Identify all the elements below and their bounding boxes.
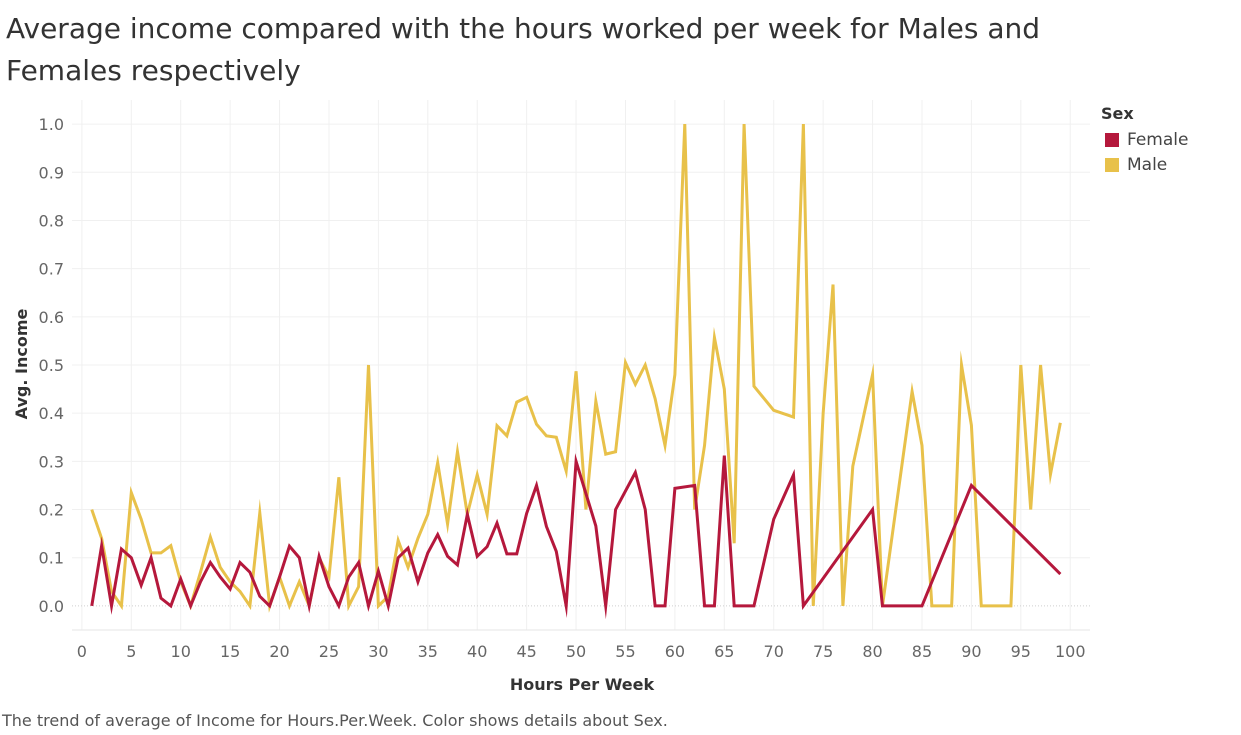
y-tick-label: 0.4 <box>39 404 64 423</box>
legend-label-female: Female <box>1127 129 1189 150</box>
x-tick-label: 5 <box>126 642 136 661</box>
x-tick-label: 100 <box>1055 642 1086 661</box>
x-tick-label: 65 <box>714 642 734 661</box>
chart-title: Average income compared with the hours w… <box>6 12 1041 87</box>
chart-caption: The trend of average of Income for Hours… <box>2 711 668 730</box>
x-tick-label: 20 <box>269 642 289 661</box>
series-line-female <box>90 453 1062 620</box>
y-tick-label: 0.0 <box>39 597 64 616</box>
legend-swatch-female <box>1105 132 1119 147</box>
x-tick-label: 50 <box>566 642 586 661</box>
y-axis-title: Avg. Income <box>12 309 31 420</box>
x-tick-label: 0 <box>77 642 87 661</box>
grid-layer <box>72 100 1090 630</box>
x-tick-label: 85 <box>912 642 932 661</box>
x-tick-label: 35 <box>418 642 438 661</box>
x-tick-label: 90 <box>961 642 981 661</box>
y-tick-label: 0.3 <box>39 452 64 471</box>
x-tick-label: 75 <box>813 642 833 661</box>
x-tick-label: 95 <box>1011 642 1031 661</box>
legend-swatch-male <box>1105 157 1119 172</box>
legend-title: Sex <box>1101 104 1134 123</box>
x-tick-label: 25 <box>319 642 339 661</box>
axis-layer: 0 5 10 15 20 25 30 35 40 45 50 55 60 65 70 75 80 85 90 95 10… <box>39 115 1090 661</box>
series-layer <box>90 124 1062 620</box>
legend-label-male: Male <box>1127 154 1168 175</box>
y-tick-label: 0.9 <box>39 163 64 182</box>
y-tick-label: 0.7 <box>39 260 64 279</box>
legend-item-female[interactable]: Female <box>1101 127 1188 152</box>
series-line-male <box>90 124 1062 613</box>
y-tick-label: 0.2 <box>39 501 64 520</box>
x-tick-label: 80 <box>862 642 882 661</box>
x-tick-label: 30 <box>368 642 388 661</box>
x-tick-label: 10 <box>171 642 191 661</box>
y-tick-label: 0.6 <box>39 308 64 327</box>
x-tick-label: 55 <box>615 642 635 661</box>
y-tick-label: 0.1 <box>39 549 64 568</box>
legend: Sex Female Male <box>1101 104 1188 177</box>
x-tick-label: 45 <box>516 642 536 661</box>
x-tick-label: 15 <box>220 642 240 661</box>
y-tick-label: 1.0 <box>39 115 64 134</box>
x-axis-title: Hours Per Week <box>510 675 655 694</box>
y-tick-label: 0.8 <box>39 211 64 230</box>
legend-item-male[interactable]: Male <box>1101 152 1188 177</box>
y-tick-label: 0.5 <box>39 356 64 375</box>
x-tick-label: 60 <box>665 642 685 661</box>
x-tick-label: 70 <box>764 642 784 661</box>
x-tick-label: 40 <box>467 642 487 661</box>
